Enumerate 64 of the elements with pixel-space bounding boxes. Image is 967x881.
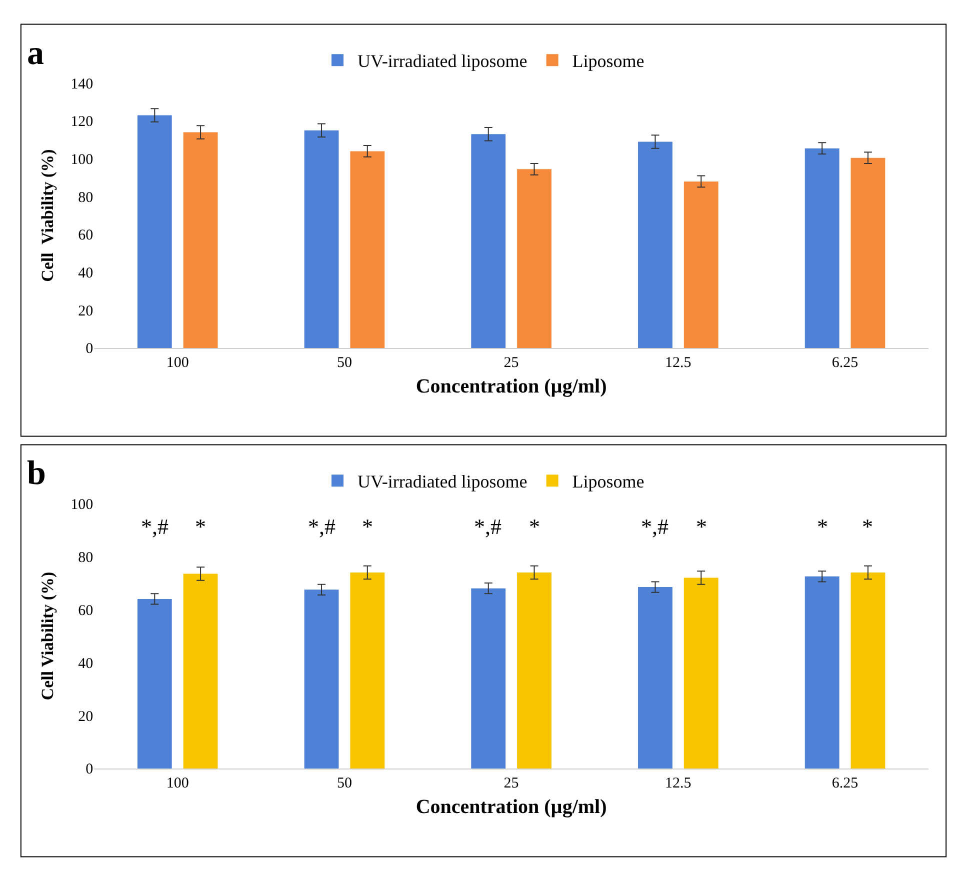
x-tick-label: 25 [504,775,519,792]
bar [850,572,886,768]
y-tick-label: 100 [70,152,94,168]
legend-label: UV-irradiated liposome [358,472,528,492]
x-tick-label: 6.25 [832,775,858,792]
bar [684,578,718,768]
legend-label: UV-irradiated liposome [358,51,528,72]
x-axis-title: Concentration (µg/ml) [416,375,607,398]
y-tick-label: 140 [70,76,94,92]
annotation: *,# [641,514,668,539]
x-tick-label: 100 [166,354,189,371]
bar [137,598,172,768]
bar [471,588,506,768]
annotation: * [362,514,373,539]
bar [517,572,552,768]
x-tick-label: 25 [504,354,519,371]
legend-label: Liposome [572,51,644,72]
bar [137,115,172,348]
x-tick-label: 50 [336,354,352,371]
x-tick-label: 50 [336,775,352,792]
x-axis-title: Concentration (µg/ml) [416,796,607,818]
bar [471,134,506,348]
bar [183,574,218,768]
y-tick-label: 20 [78,708,94,725]
legend-label: Liposome [572,472,644,492]
y-tick-label: 100 [70,496,94,513]
y-axis-title: Cell Viability (%) [38,149,58,282]
bar [304,590,339,768]
annotation: * [862,514,873,539]
chart-title: a [27,35,44,72]
annotation: * [195,514,206,539]
bar [850,158,886,348]
y-tick-label: 40 [78,656,94,672]
annotation: *,# [308,514,336,539]
x-tick-label: 12.5 [665,354,692,371]
y-tick-label: 40 [78,266,94,282]
annotation: * [529,514,540,539]
annotation: *,# [141,514,168,539]
bar [183,132,218,348]
y-tick-label: 20 [78,303,94,320]
annotation: * [817,514,828,539]
annotation: *,# [474,514,502,539]
y-tick-label: 0 [86,762,94,778]
bar [804,576,840,768]
bar [304,130,339,348]
y-tick-label: 60 [78,602,94,619]
y-tick-label: 120 [70,114,94,130]
y-tick-label: 60 [78,228,94,244]
bar [638,142,672,348]
bar [638,587,672,768]
bar [350,572,385,768]
bar [684,181,718,348]
y-tick-label: 0 [86,341,94,358]
x-tick-label: 12.5 [665,775,692,792]
x-tick-label: 100 [166,775,189,792]
annotation: * [696,514,707,539]
x-tick-label: 6.25 [832,354,858,371]
bar [804,148,840,348]
chart-title: b [27,455,46,492]
y-tick-label: 80 [78,550,94,566]
bar [517,169,552,348]
bar [350,151,385,348]
y-tick-label: 80 [78,190,94,206]
y-axis-title: Cell Viability (%) [38,572,58,700]
